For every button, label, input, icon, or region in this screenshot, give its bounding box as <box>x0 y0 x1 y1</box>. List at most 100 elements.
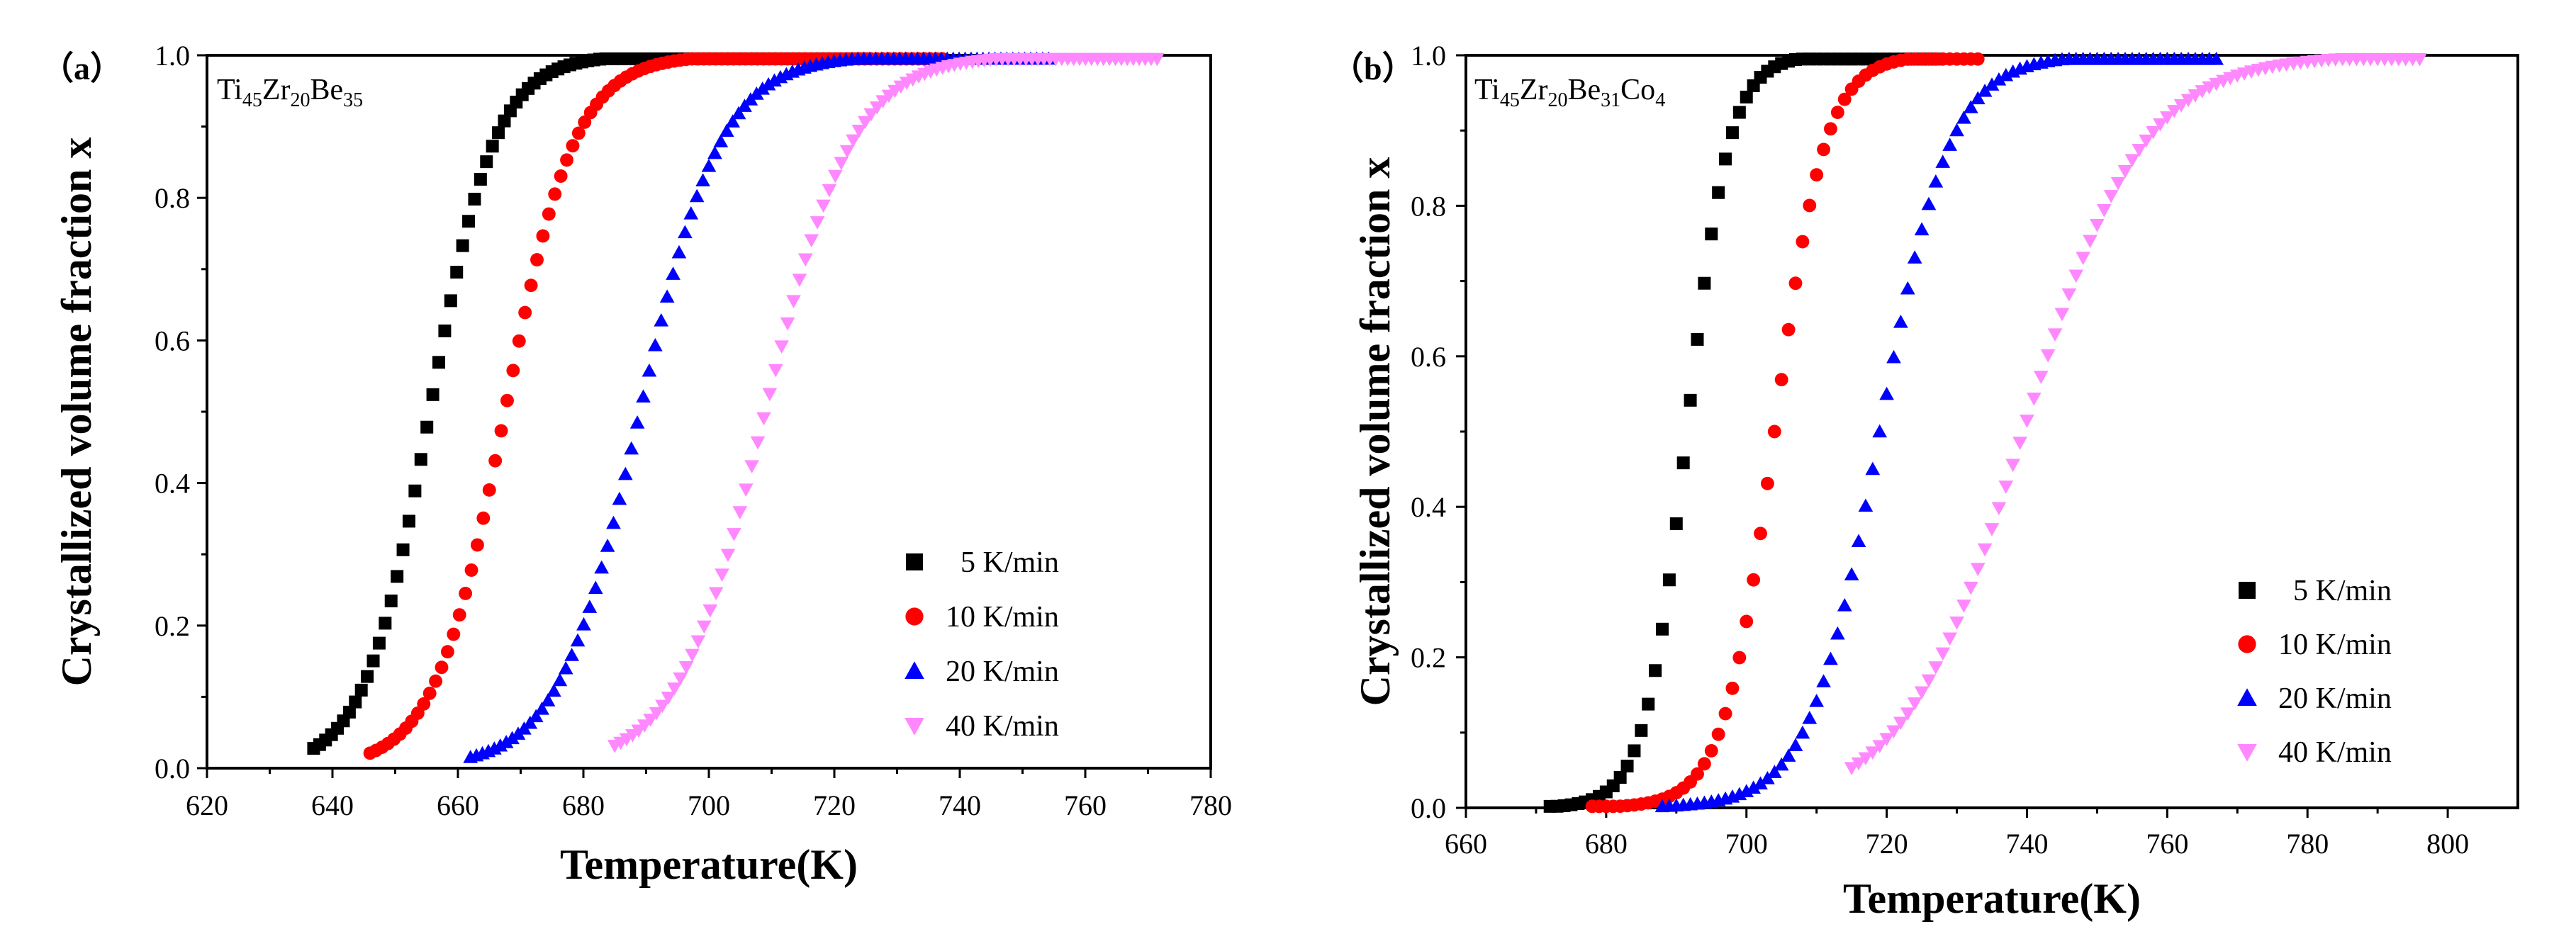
data-point <box>2033 371 2049 384</box>
data-point <box>440 645 454 659</box>
data-point <box>1788 276 1803 291</box>
x-tick-label: 720 <box>813 789 856 821</box>
data-point <box>2012 437 2027 450</box>
data-point <box>738 483 754 497</box>
data-point <box>1865 746 1881 760</box>
data-point <box>858 116 873 130</box>
data-point <box>464 563 478 577</box>
data-point <box>2005 458 2021 473</box>
x-tick-label: 700 <box>688 789 730 821</box>
data-point <box>447 627 461 641</box>
data-point <box>1718 707 1732 721</box>
data-point <box>1788 738 1803 751</box>
data-point <box>725 114 740 128</box>
data-point <box>846 134 861 148</box>
data-point <box>720 548 736 563</box>
data-point <box>1781 322 1796 337</box>
data-point <box>1739 784 1754 798</box>
legend-label: 20 K/min <box>946 655 1059 688</box>
data-point <box>498 735 514 748</box>
data-point <box>617 466 633 480</box>
data-point <box>570 633 586 647</box>
legend-marker <box>905 607 924 626</box>
legend-label: 20 K/min <box>2278 682 2392 715</box>
data-point <box>1753 776 1768 789</box>
data-point <box>863 108 879 122</box>
data-point <box>1998 480 2014 494</box>
y-tick-label: 0.0 <box>1411 792 1446 824</box>
data-point <box>361 670 374 683</box>
data-point <box>2040 349 2056 363</box>
data-point <box>2096 203 2112 218</box>
data-point <box>654 313 669 327</box>
data-point <box>1971 52 1985 66</box>
data-point <box>1830 106 1844 120</box>
data-point <box>1795 725 1810 739</box>
data-point <box>1914 222 1930 236</box>
data-point <box>530 253 544 267</box>
data-point <box>1963 581 1978 595</box>
data-point <box>786 295 801 309</box>
data-point <box>432 356 446 369</box>
data-point <box>744 460 759 473</box>
data-point <box>1900 707 1915 721</box>
data-point <box>1851 534 1866 547</box>
legend-label: 5 K/min <box>946 546 1059 579</box>
alloy-composition-label: Ti45Zr20Be35 <box>217 74 363 111</box>
x-tick-label: 700 <box>1725 828 1768 860</box>
alloy-subscript: 20 <box>1548 89 1568 111</box>
data-point <box>1935 154 1951 168</box>
data-point <box>1851 757 1866 771</box>
data-point <box>476 511 491 525</box>
data-point <box>732 506 748 519</box>
data-point <box>566 139 580 153</box>
data-point <box>384 595 398 608</box>
data-point <box>408 484 422 497</box>
data-point <box>780 317 795 331</box>
data-point <box>666 682 682 696</box>
data-point <box>435 660 449 675</box>
data-point <box>2124 154 2140 167</box>
x-tick-label: 660 <box>437 789 479 821</box>
x-axis-title: Temperature(K) <box>1843 875 2141 922</box>
legend-label: 40 K/min <box>2278 736 2392 769</box>
data-point <box>713 134 729 147</box>
data-point <box>548 187 562 201</box>
y-tick-label: 0.4 <box>155 468 190 500</box>
data-point <box>494 424 508 438</box>
data-point <box>2173 99 2189 113</box>
data-point <box>1712 186 1725 199</box>
data-point <box>1613 771 1627 784</box>
data-point <box>1928 174 1944 188</box>
alloy-element: Zr <box>1520 74 1548 106</box>
data-point <box>594 560 610 574</box>
data-point <box>524 278 538 293</box>
data-point <box>482 483 496 497</box>
data-point <box>1977 543 1993 557</box>
data-point <box>414 453 427 466</box>
data-point <box>1858 752 1874 766</box>
data-point <box>582 600 598 613</box>
data-point <box>1949 616 1964 630</box>
data-point <box>719 123 734 137</box>
data-point <box>2090 218 2105 232</box>
data-point <box>1149 52 1165 67</box>
data-point <box>1662 573 1676 587</box>
data-point <box>420 420 434 434</box>
data-point <box>649 707 664 721</box>
data-point <box>750 436 766 450</box>
legend-marker <box>2238 635 2256 653</box>
data-point <box>762 388 778 402</box>
x-axis-title: Temperature(K) <box>560 841 858 888</box>
data-point <box>2153 118 2168 132</box>
data-point <box>1781 748 1796 762</box>
data-point <box>804 234 819 248</box>
panel-label: （a） <box>41 50 123 86</box>
data-point <box>1872 740 1888 753</box>
data-point <box>1669 517 1683 531</box>
data-point <box>1963 100 1978 113</box>
x-tick-label: 760 <box>2146 828 2188 860</box>
data-point <box>715 568 729 582</box>
data-point <box>1766 765 1782 778</box>
data-point <box>1879 733 1894 747</box>
